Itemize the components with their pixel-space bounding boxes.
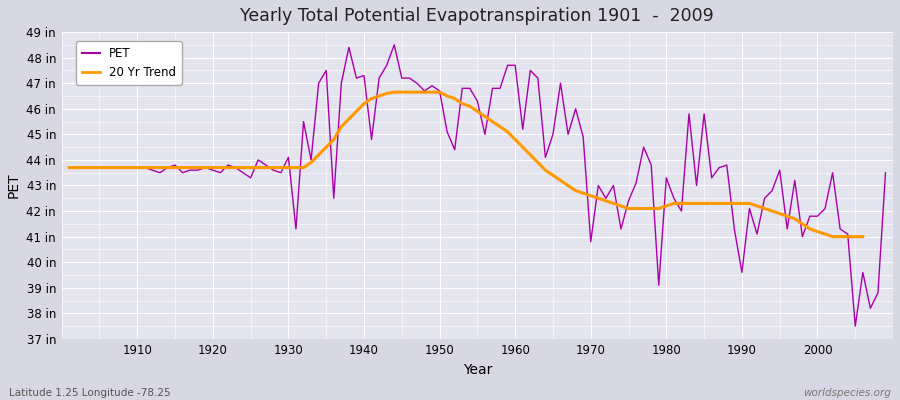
Title: Yearly Total Potential Evapotranspiration 1901  -  2009: Yearly Total Potential Evapotranspiratio… bbox=[240, 7, 715, 25]
Y-axis label: PET: PET bbox=[7, 173, 21, 198]
X-axis label: Year: Year bbox=[463, 363, 492, 377]
Legend: PET, 20 Yr Trend: PET, 20 Yr Trend bbox=[76, 41, 182, 85]
Text: Latitude 1.25 Longitude -78.25: Latitude 1.25 Longitude -78.25 bbox=[9, 388, 171, 398]
Text: worldspecies.org: worldspecies.org bbox=[803, 388, 891, 398]
